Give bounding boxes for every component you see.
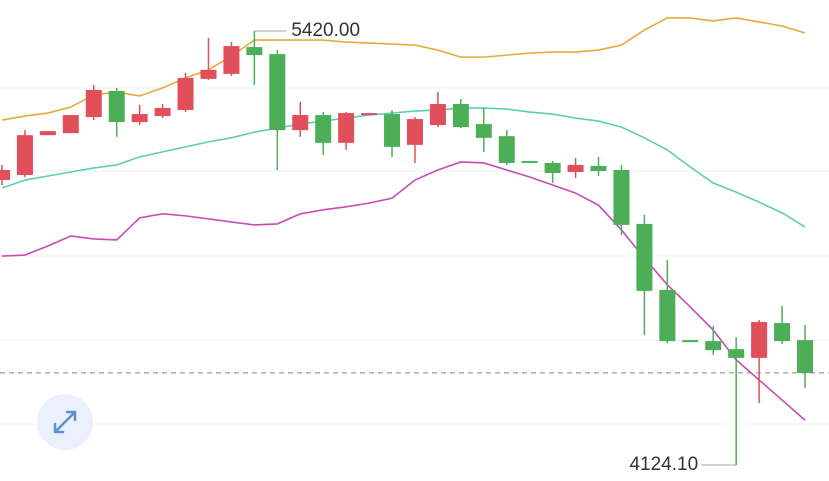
candle-body <box>613 169 630 225</box>
candle-body <box>659 289 676 342</box>
candle-body <box>223 46 240 74</box>
candle-body <box>636 223 653 291</box>
candle-body <box>177 77 194 111</box>
candle-body <box>521 160 538 163</box>
candle-body <box>751 322 768 358</box>
candle-body <box>85 89 102 118</box>
grid <box>0 87 829 425</box>
candle-body <box>200 69 217 79</box>
candle-body <box>498 136 515 163</box>
candle-body <box>682 340 699 343</box>
candle-body <box>797 340 813 373</box>
candle-body <box>705 341 722 351</box>
candle-body <box>16 135 33 176</box>
expand-icon <box>53 410 77 434</box>
candle-body <box>246 47 263 56</box>
expand-button[interactable] <box>37 394 93 450</box>
candle-body <box>429 104 446 126</box>
candle-body <box>154 108 171 117</box>
candle-body <box>406 119 423 145</box>
candle-body <box>62 115 79 134</box>
middle-band <box>1 107 806 228</box>
candle-body <box>269 54 286 131</box>
candle-body <box>108 90 125 123</box>
candle-body <box>384 114 401 147</box>
candle-body <box>39 131 56 136</box>
candle-body <box>361 113 378 116</box>
candle-body <box>315 115 332 143</box>
candle-body <box>131 114 148 123</box>
candle-body <box>567 164 584 172</box>
candle-body <box>728 349 745 358</box>
candle-body <box>0 169 10 181</box>
lower-band <box>1 161 806 421</box>
annotation-label: 4124.10 <box>629 454 698 475</box>
candle-body <box>774 323 791 342</box>
candle-body <box>338 113 355 143</box>
annotation-label: 5420.00 <box>291 20 360 41</box>
candle-body <box>475 124 492 138</box>
candle-body <box>544 162 561 173</box>
candle-body <box>452 104 469 128</box>
upper-band <box>1 17 806 121</box>
candle-body <box>292 115 309 131</box>
candle-body <box>590 165 607 171</box>
